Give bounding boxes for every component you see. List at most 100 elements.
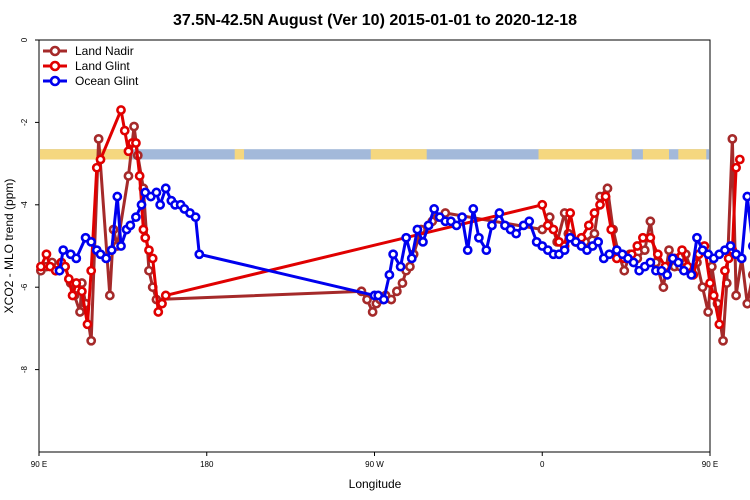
- data-point-land-glint-29: [548, 224, 559, 235]
- data-point-land-nadir-55: [639, 245, 650, 256]
- data-point-land-glint-16: [123, 146, 134, 157]
- data-point-land-nadir-31: [397, 278, 408, 288]
- data-point-land-glint-55: [708, 290, 719, 301]
- data-point-land-nadir-69: [718, 335, 728, 346]
- map-land-0: [40, 149, 133, 160]
- map-land-3: [538, 149, 632, 160]
- data-point-ocean-glint-93: [742, 191, 750, 202]
- y-tick-label-0: 0: [20, 37, 29, 42]
- data-point-ocean-glint-46: [468, 204, 479, 214]
- data-point-land-glint-13: [95, 154, 106, 165]
- data-point-land-nadir-17: [129, 121, 139, 132]
- data-point-land-glint-56: [714, 319, 725, 330]
- data-point-ocean-glint-49: [487, 220, 497, 231]
- data-point-ocean-glint-84: [692, 232, 702, 243]
- data-point-land-nadir-74: [742, 298, 750, 309]
- data-point-land-nadir-29: [386, 294, 397, 305]
- data-point-land-glint-60: [731, 162, 741, 173]
- data-point-land-glint-25: [157, 298, 167, 309]
- data-point-ocean-glint-73: [628, 257, 639, 268]
- legend-label-land-nadir: Land Nadir: [75, 44, 134, 58]
- map-land-1: [234, 149, 245, 160]
- data-point-land-nadir-66: [703, 307, 714, 317]
- x-tick-label-0: 90 E: [31, 460, 47, 469]
- legend-marker-land-glint: [49, 60, 61, 72]
- data-point-land-glint-44: [638, 232, 648, 243]
- data-point-ocean-glint-8: [101, 253, 111, 264]
- data-point-ocean-glint-45: [462, 245, 473, 256]
- data-point-ocean-glint-3: [71, 253, 82, 264]
- map-land-4: [642, 149, 669, 160]
- data-point-land-nadir-30: [391, 286, 402, 297]
- data-point-land-nadir-65: [697, 282, 708, 293]
- data-point-land-glint-35: [583, 220, 594, 231]
- data-point-ocean-glint-67: [593, 236, 604, 247]
- data-point-ocean-glint-19: [155, 199, 166, 210]
- data-point-land-glint-23: [147, 253, 158, 264]
- data-point-land-glint-37: [595, 199, 605, 210]
- y-tick-label-2: -4: [20, 201, 29, 209]
- data-point-land-nadir-24: [362, 294, 372, 305]
- data-point-ocean-glint-79: [662, 269, 673, 280]
- data-point-ocean-glint-9: [106, 245, 117, 256]
- data-point-land-glint-58: [723, 253, 734, 264]
- data-point-land-nadir-25: [367, 307, 378, 317]
- data-point-land-nadir-72: [731, 290, 741, 301]
- y-tick-label-3: -6: [20, 283, 29, 291]
- series-layer: [35, 105, 750, 346]
- data-point-ocean-glint-44: [457, 212, 468, 223]
- data-point-land-glint-46: [652, 249, 663, 260]
- y-axis-label: XCO2 - MLO trend (ppm): [2, 179, 16, 314]
- data-point-ocean-glint-48: [481, 245, 492, 256]
- data-point-land-nadir-8: [75, 307, 85, 317]
- data-point-ocean-glint-33: [395, 261, 406, 272]
- data-point-land-glint-36: [589, 208, 600, 218]
- data-point-land-glint-61: [734, 154, 745, 165]
- map-strip: [40, 149, 709, 160]
- data-point-land-glint-1: [41, 249, 52, 260]
- data-point-ocean-glint-15: [136, 199, 147, 210]
- data-point-land-glint-43: [632, 241, 643, 251]
- data-point-ocean-glint-43: [451, 220, 462, 231]
- data-point-land-glint-32: [565, 208, 576, 218]
- data-point-ocean-glint-92: [736, 253, 747, 264]
- data-point-land-glint-0: [35, 261, 46, 272]
- data-point-ocean-glint-34: [401, 232, 412, 243]
- data-point-ocean-glint-10: [112, 191, 123, 202]
- data-point-land-glint-10: [82, 319, 93, 330]
- y-axis: 0 -2 -4 -6 -8: [20, 37, 39, 373]
- data-point-land-nadir-20: [144, 265, 154, 276]
- chart-title: 37.5N-42.5N August (Ver 10) 2015-01-01 t…: [173, 12, 577, 29]
- data-point-ocean-glint-18: [151, 187, 162, 198]
- data-point-land-glint-18: [131, 138, 141, 148]
- data-point-land-glint-38: [600, 191, 611, 202]
- data-point-land-nadir-52: [619, 265, 630, 276]
- data-point-ocean-glint-20: [160, 183, 171, 194]
- legend-marker-land-nadir: [49, 45, 61, 57]
- data-point-ocean-glint-35: [406, 253, 417, 264]
- data-point-land-nadir-47: [589, 228, 600, 239]
- data-point-land-nadir-11: [86, 335, 97, 346]
- data-point-ocean-glint-31: [384, 269, 395, 280]
- data-point-land-nadir-13: [104, 290, 115, 301]
- data-point-ocean-glint-69: [604, 249, 615, 260]
- map-land-2: [370, 149, 427, 160]
- data-point-ocean-glint-83: [686, 269, 697, 280]
- data-point-land-nadir-59: [664, 245, 674, 256]
- data-point-land-glint-14: [116, 105, 126, 115]
- data-point-ocean-glint-27: [194, 249, 205, 260]
- data-point-ocean-glint-47: [473, 232, 484, 243]
- legend-label-ocean-glint: Ocean Glint: [75, 74, 139, 88]
- data-point-land-glint-54: [705, 278, 715, 288]
- data-point-land-glint-7: [67, 290, 78, 301]
- data-point-ocean-glint-38: [423, 220, 434, 231]
- data-point-land-nadir-49: [602, 183, 613, 194]
- data-point-ocean-glint-39: [429, 204, 440, 214]
- data-point-ocean-glint-81: [673, 257, 684, 268]
- data-point-land-glint-57: [720, 265, 730, 276]
- data-point-ocean-glint-55: [524, 216, 535, 227]
- data-point-land-nadir-71: [727, 133, 738, 144]
- data-point-land-glint-6: [63, 274, 74, 284]
- data-point-ocean-glint-13: [125, 220, 136, 231]
